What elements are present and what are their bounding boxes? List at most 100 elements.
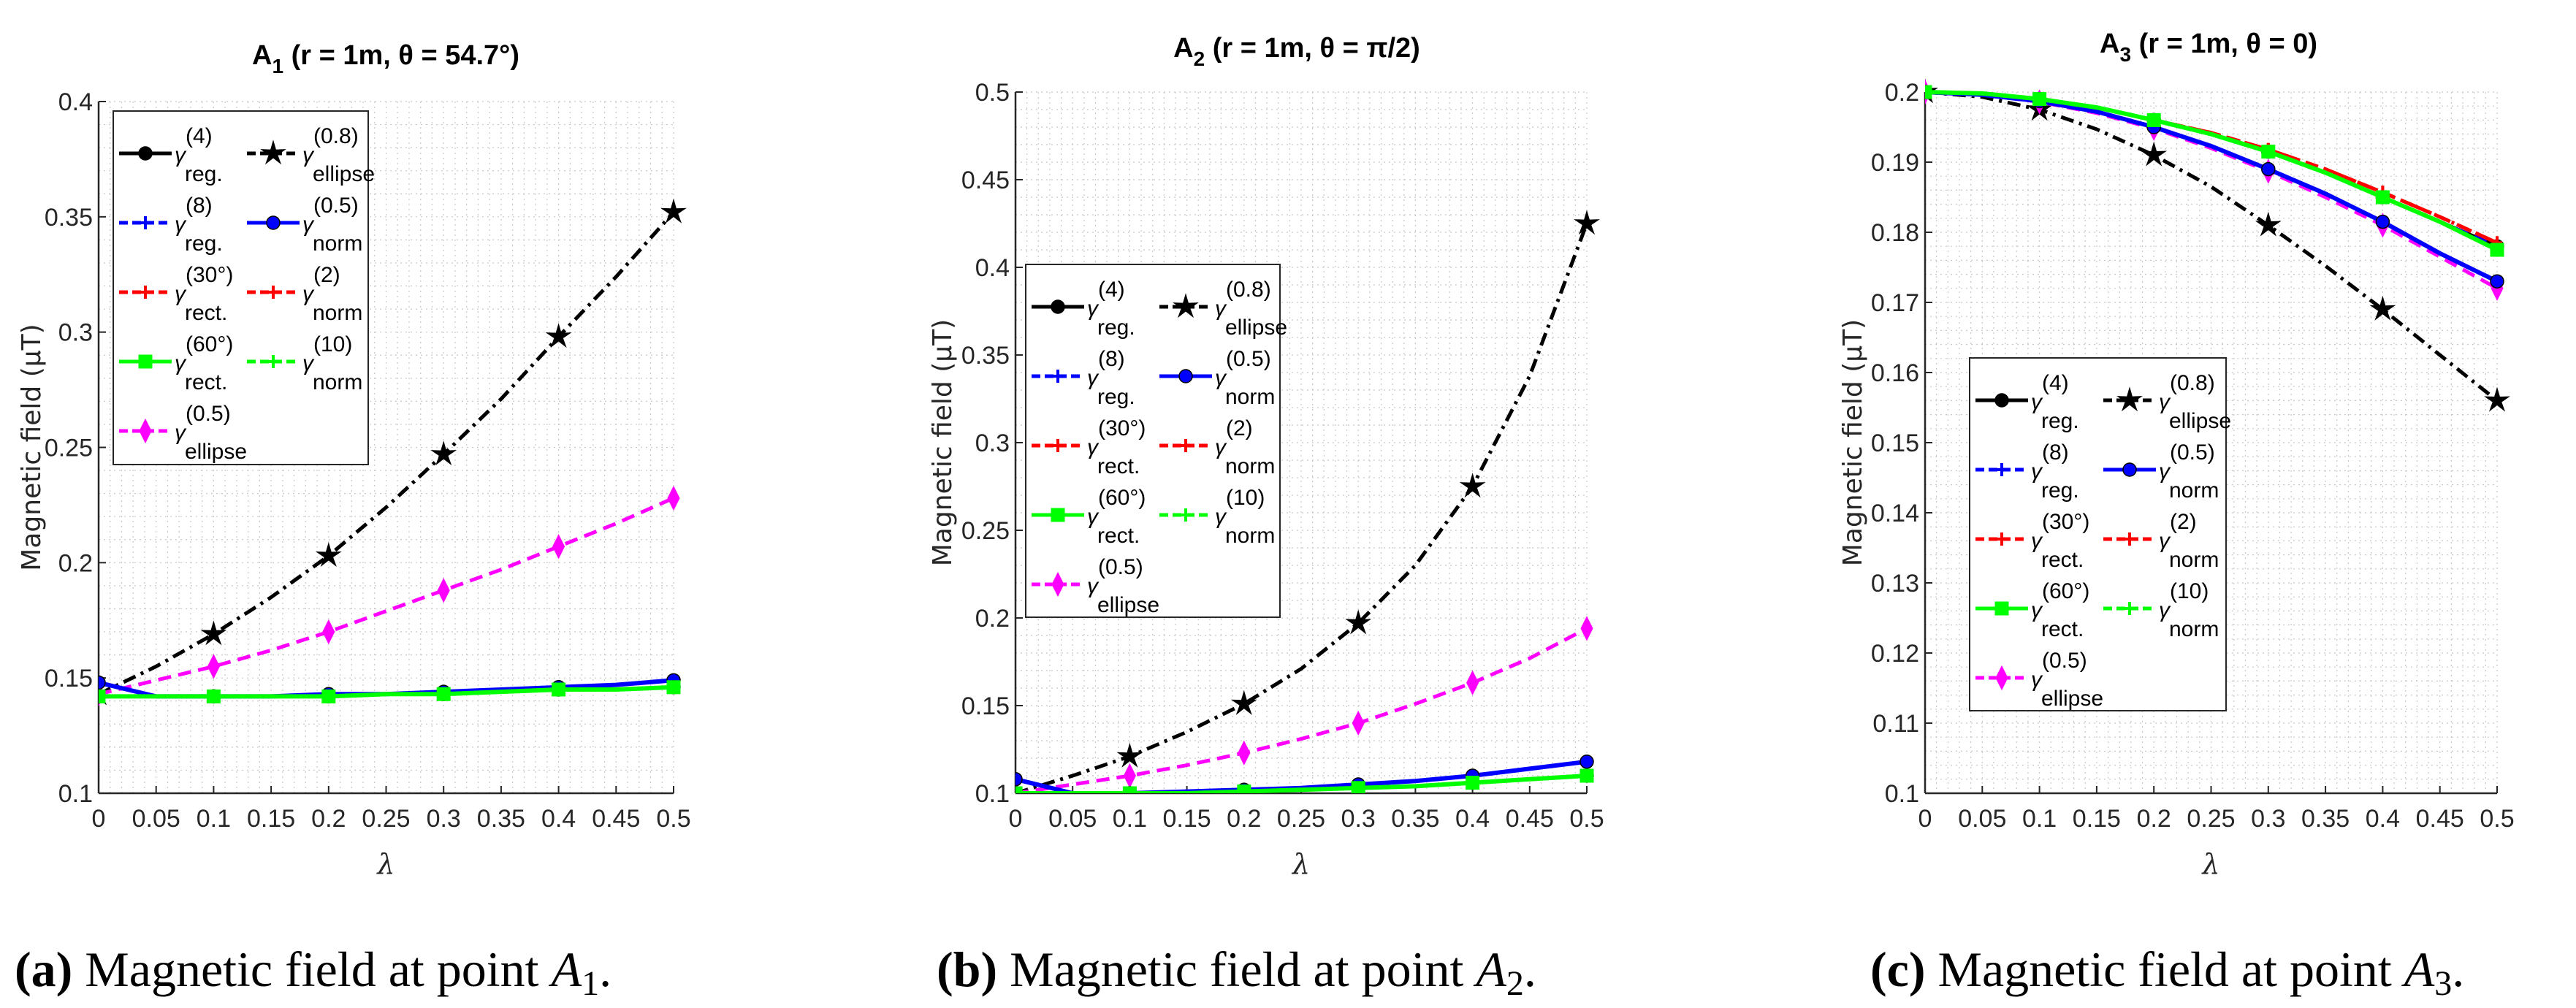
legend-superscript: (2) bbox=[1226, 416, 1253, 440]
subplot-1: 0 0.05 0.1 0.15 0.2 0.25 0.3 0.35 0.4 0.45 0.5 0.1 0… bbox=[17, 40, 691, 880]
legend-item-ellipse05: γ(0.5) ellipse bbox=[1032, 555, 1159, 617]
data-point-ellipse08 bbox=[660, 198, 687, 224]
legend-subscript: ellipse bbox=[313, 162, 375, 186]
legend-item-rect30: γ(30°) rect. bbox=[1032, 416, 1146, 478]
plot-title: A1 (r = 1m, θ = 54.7°) bbox=[252, 40, 519, 77]
legend-symbol: γ bbox=[1215, 435, 1227, 459]
x-tick-label: 0.05 bbox=[1048, 805, 1097, 833]
legend-marker bbox=[2125, 532, 2135, 546]
y-tick-label: 0.35 bbox=[45, 204, 93, 232]
legend-item-ellipse05: γ(0.5) ellipse bbox=[1975, 649, 2103, 711]
legend-box bbox=[1969, 357, 2227, 711]
legend-superscript: (4) bbox=[186, 124, 213, 148]
legend-box bbox=[113, 110, 369, 465]
data-point-norm10 bbox=[2492, 243, 2502, 256]
legend-label: γ(30°) rect. bbox=[2031, 510, 2089, 572]
legend-symbol: γ bbox=[1215, 366, 1227, 390]
x-tick-label: 0.1 bbox=[2022, 805, 2057, 833]
legend-symbol: γ bbox=[2031, 598, 2043, 622]
title-rest: (r = 1m, θ = 54.7°) bbox=[283, 40, 519, 71]
x-tick-label: 0.4 bbox=[2366, 805, 2400, 833]
legend-superscript: (8) bbox=[1098, 347, 1125, 371]
legend-subscript: reg. bbox=[1097, 316, 1135, 340]
data-point-ellipse05 bbox=[1466, 670, 1479, 695]
y-tick-label: 0.2 bbox=[58, 549, 93, 577]
legend-marker bbox=[1181, 508, 1191, 522]
data-point-norm05 bbox=[1579, 755, 1594, 769]
x-tick-label: 0.35 bbox=[1391, 805, 1439, 833]
legend-subscript: ellipse bbox=[1097, 593, 1159, 617]
data-point-ellipse08 bbox=[2369, 295, 2396, 321]
x-tick-label: 0.2 bbox=[1227, 805, 1261, 833]
data-point-norm10 bbox=[2377, 191, 2388, 204]
legend-label: γ(8) reg. bbox=[2031, 440, 2079, 503]
y-tick-label: 0.19 bbox=[1871, 149, 1919, 177]
legend-superscript: (0.5) bbox=[186, 402, 231, 426]
series-line-ellipse08 bbox=[1015, 223, 1589, 793]
legend-symbol: γ bbox=[175, 421, 187, 445]
y-tick-label: 0.15 bbox=[45, 665, 93, 692]
legend-subscript: rect. bbox=[1097, 454, 1140, 478]
data-point-ellipse08 bbox=[2484, 386, 2510, 412]
legend-subscript: norm bbox=[2169, 617, 2219, 641]
legend-item-rect60: γ(60°) rect. bbox=[1975, 579, 2089, 641]
title-main: A bbox=[2100, 28, 2119, 59]
legend-item-reg4: γ(4) reg. bbox=[1032, 278, 1135, 340]
legend-item-rect30: γ(30°) rect. bbox=[119, 263, 233, 325]
caption-3: (c) Magnetic field at point A3. bbox=[1870, 942, 2464, 1003]
legend-superscript: (0.5) bbox=[313, 194, 359, 218]
legend-superscript: (8) bbox=[2042, 440, 2069, 465]
legend-superscript: (2) bbox=[313, 263, 340, 287]
legend-label: γ(10) norm bbox=[302, 332, 362, 394]
legend-marker bbox=[260, 140, 286, 165]
legend-marker bbox=[140, 286, 150, 299]
data-point-norm05 bbox=[1015, 772, 1023, 787]
legend-subscript: ellipse bbox=[2041, 687, 2103, 711]
legend-item-reg8: γ(8) reg. bbox=[1975, 440, 2079, 503]
legend-label: γ(0.8) ellipse bbox=[1215, 278, 1287, 340]
title-subscript: 3 bbox=[2119, 43, 2131, 66]
data-point-norm10 bbox=[2149, 113, 2160, 127]
legend-subscript: norm bbox=[313, 370, 362, 394]
legend-symbol: γ bbox=[2031, 390, 2043, 414]
legend-item-rect60: γ(60°) rect. bbox=[1032, 486, 1146, 548]
legend-marker bbox=[1997, 463, 2007, 476]
legend-subscript: ellipse bbox=[1225, 316, 1287, 340]
legend-marker bbox=[2122, 462, 2137, 477]
data-point-norm10 bbox=[323, 690, 334, 703]
x-tick-label: 0.2 bbox=[2137, 805, 2171, 833]
data-point-norm10 bbox=[208, 690, 219, 703]
x-tick-label: 0.15 bbox=[247, 805, 295, 833]
legend-label: γ(4) reg. bbox=[1087, 278, 1135, 340]
legend-label: γ(0.5) norm bbox=[1215, 347, 1275, 409]
series-line-ellipse08 bbox=[99, 210, 675, 696]
x-tick-label: 0.3 bbox=[2251, 805, 2285, 833]
data-point-ellipse08 bbox=[1574, 210, 1600, 235]
legend-marker bbox=[140, 216, 150, 229]
y-tick-label: 0.3 bbox=[975, 429, 1010, 457]
legend-item-ellipse08: γ(0.8) ellipse bbox=[1159, 278, 1287, 340]
data-point-norm05 bbox=[2490, 274, 2504, 289]
legend-subscript: reg. bbox=[2041, 409, 2079, 433]
legend-superscript: (10) bbox=[2170, 579, 2209, 603]
legend-symbol: γ bbox=[2159, 598, 2171, 622]
x-tick-label: 0.05 bbox=[132, 805, 180, 833]
data-point-ellipse08 bbox=[200, 620, 227, 646]
legend-marker bbox=[1051, 299, 1065, 314]
data-point-ellipse05 bbox=[207, 654, 220, 679]
x-tick-label: 0 bbox=[1009, 805, 1023, 833]
data-point-norm10 bbox=[99, 690, 104, 703]
legend-item-reg8: γ(8) reg. bbox=[119, 194, 223, 256]
legend-label: γ(0.5) ellipse bbox=[175, 402, 247, 464]
legend-marker bbox=[1994, 393, 2009, 408]
legend-label: γ(60°) rect. bbox=[175, 332, 233, 394]
legend-symbol: γ bbox=[1087, 297, 1100, 321]
legend-symbol: γ bbox=[302, 351, 315, 375]
legend-marker bbox=[1051, 508, 1065, 522]
legend-superscript: (10) bbox=[313, 332, 352, 356]
caption-label: (a) bbox=[15, 942, 72, 997]
legend-superscript: (60°) bbox=[2042, 579, 2089, 603]
legend-superscript: (0.5) bbox=[2170, 440, 2215, 465]
